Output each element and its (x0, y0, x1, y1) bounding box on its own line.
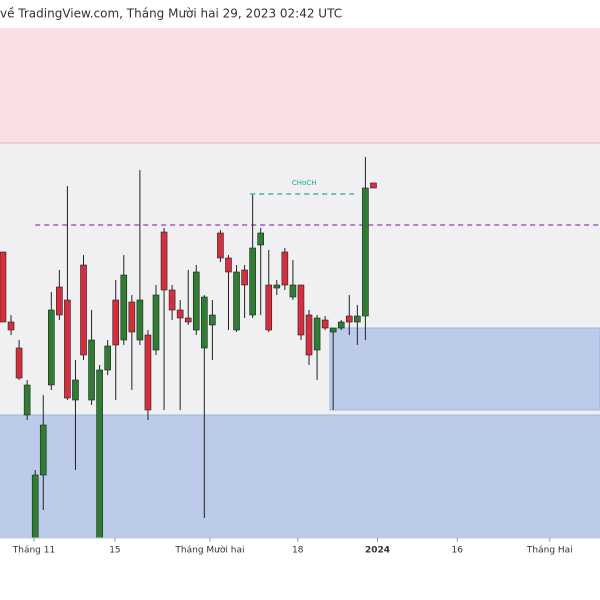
candle-body (104, 345, 111, 371)
candle-body (305, 314, 313, 356)
candle-body (297, 284, 305, 336)
candle-body (345, 315, 353, 323)
candle-body (362, 187, 369, 317)
x-tick-label: 2024 (365, 546, 390, 556)
header-text: về TradingView.com, Tháng Mười hai 29, 2… (0, 7, 342, 21)
candle-body (88, 339, 95, 401)
candle-body (128, 301, 136, 333)
candle-body (201, 296, 208, 349)
candle-body (265, 284, 273, 331)
candle-body (184, 317, 192, 323)
candle-body (225, 257, 232, 273)
candle-body (136, 299, 144, 341)
candle-body (313, 317, 321, 351)
candle-body (112, 299, 120, 346)
candle-body (176, 309, 184, 319)
candle-body (273, 284, 281, 289)
x-tick-label: Tháng Hai (526, 546, 573, 556)
candle-body (120, 274, 128, 341)
axis-bg (0, 538, 600, 600)
candle-body (289, 284, 297, 298)
candle-body (144, 334, 152, 411)
x-tick-label: 15 (109, 546, 120, 556)
candle-body (329, 327, 337, 333)
zone (0, 415, 600, 538)
candle-body (321, 319, 329, 329)
candle-body (7, 321, 15, 331)
candle-body (48, 309, 55, 386)
candle-body (354, 315, 361, 323)
candle-body (15, 347, 23, 379)
zone (329, 327, 600, 411)
candle-body (233, 271, 240, 331)
candle-body (160, 231, 168, 291)
candle-body (209, 314, 216, 326)
candle-body (80, 264, 87, 356)
candle-body (192, 271, 200, 331)
level-label: CHoCH (292, 179, 317, 187)
candle-body (241, 269, 248, 286)
candle-body (39, 424, 47, 476)
candle-body (72, 379, 79, 401)
x-tick-label: Tháng Mười hai (174, 545, 244, 556)
candle-body (152, 294, 160, 351)
candle-body (96, 369, 103, 539)
candle-body (257, 232, 264, 246)
candle-body (168, 289, 176, 311)
candle-body (56, 286, 63, 316)
zone (0, 28, 600, 143)
candle-body (64, 299, 71, 399)
candle-body (337, 321, 345, 329)
candle-body (23, 384, 31, 416)
candle-body (370, 182, 377, 189)
candle-body (249, 247, 256, 316)
candle-body (31, 474, 39, 539)
candle-body (217, 232, 224, 259)
candle-body (281, 251, 289, 286)
x-tick-label: 18 (292, 546, 304, 556)
x-tick-label: Tháng 11 (12, 546, 55, 556)
x-tick-label: 16 (451, 546, 463, 556)
candle-body (0, 251, 7, 323)
